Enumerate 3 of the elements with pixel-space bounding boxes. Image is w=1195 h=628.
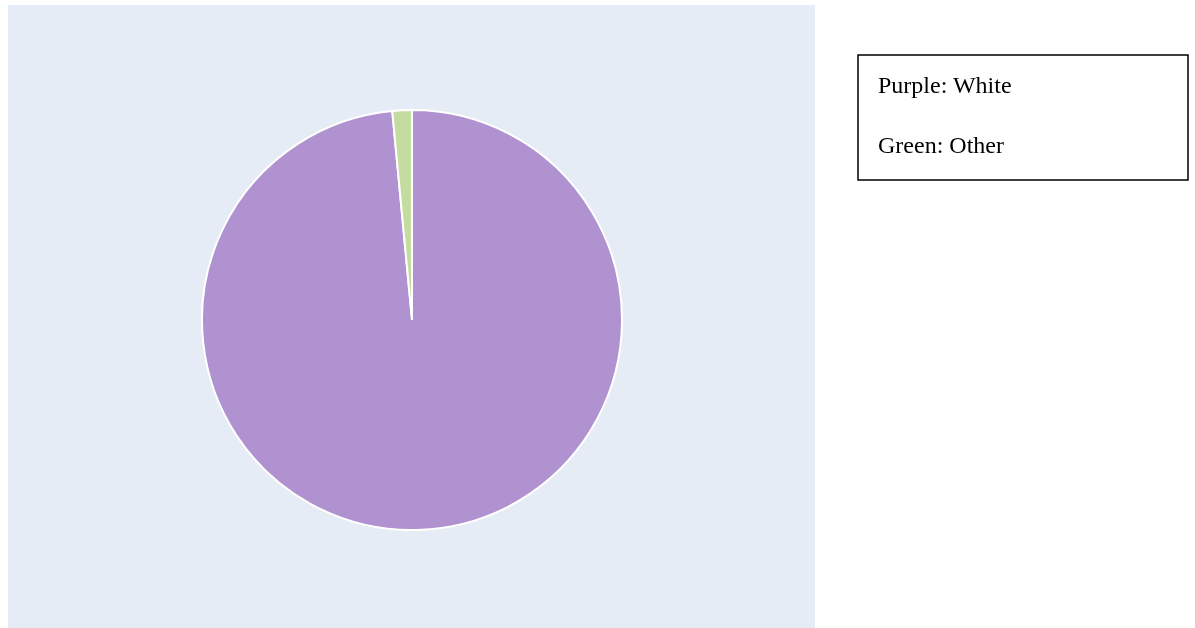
pie-slice (201, 109, 623, 531)
text: Green: Other (878, 132, 1004, 158)
text: Purple: White (878, 72, 1012, 98)
